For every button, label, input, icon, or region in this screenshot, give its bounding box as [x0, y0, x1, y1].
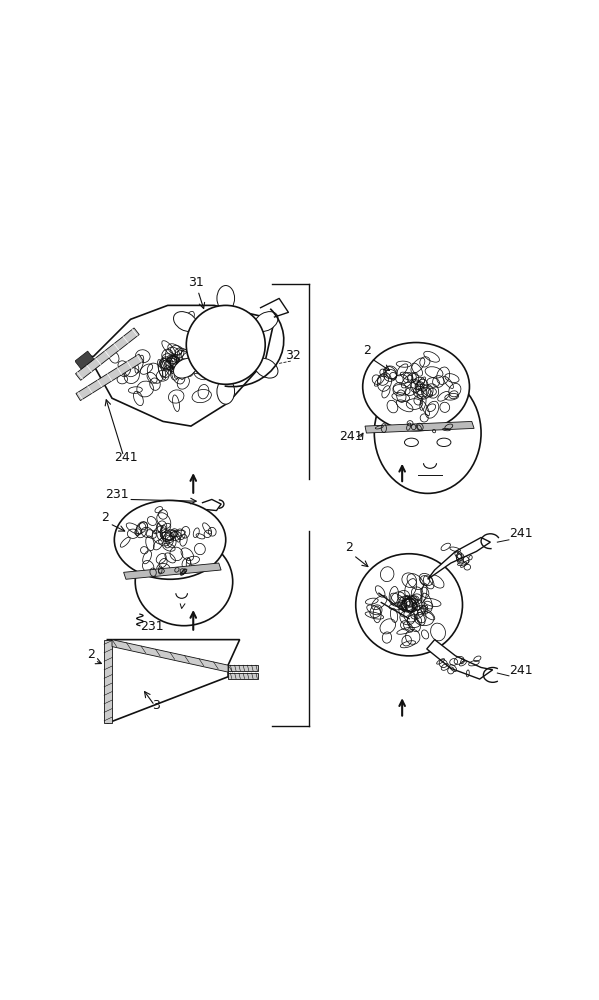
- Ellipse shape: [363, 343, 470, 431]
- Polygon shape: [107, 640, 240, 723]
- Text: 2: 2: [364, 344, 371, 357]
- Polygon shape: [123, 563, 221, 579]
- Bar: [75, 351, 94, 369]
- Text: 2: 2: [101, 511, 109, 524]
- Polygon shape: [428, 537, 491, 579]
- Ellipse shape: [217, 286, 235, 311]
- Polygon shape: [89, 305, 274, 426]
- Ellipse shape: [135, 537, 232, 626]
- Ellipse shape: [174, 358, 197, 378]
- Ellipse shape: [374, 373, 481, 493]
- Text: 32: 32: [285, 349, 301, 362]
- Bar: [75, 328, 139, 380]
- Polygon shape: [426, 640, 492, 679]
- Ellipse shape: [356, 554, 462, 656]
- Polygon shape: [104, 640, 112, 723]
- Polygon shape: [112, 640, 228, 672]
- Ellipse shape: [174, 312, 197, 332]
- Text: 241: 241: [509, 664, 533, 677]
- Ellipse shape: [254, 312, 278, 332]
- Text: 241: 241: [114, 451, 138, 464]
- Ellipse shape: [114, 500, 226, 579]
- Text: 2: 2: [345, 541, 353, 554]
- Text: 231: 231: [105, 488, 128, 501]
- Ellipse shape: [437, 438, 451, 447]
- Polygon shape: [365, 421, 474, 433]
- Bar: [76, 354, 143, 401]
- Text: 31: 31: [187, 276, 204, 289]
- Text: 3: 3: [152, 699, 160, 712]
- Polygon shape: [228, 665, 258, 671]
- Text: 241: 241: [509, 527, 533, 540]
- Ellipse shape: [217, 379, 235, 404]
- Text: 241: 241: [339, 430, 363, 443]
- Ellipse shape: [404, 438, 418, 447]
- Text: 2: 2: [87, 648, 95, 661]
- Ellipse shape: [254, 358, 278, 378]
- Text: 231: 231: [140, 620, 164, 633]
- Circle shape: [186, 305, 265, 384]
- Polygon shape: [228, 673, 258, 679]
